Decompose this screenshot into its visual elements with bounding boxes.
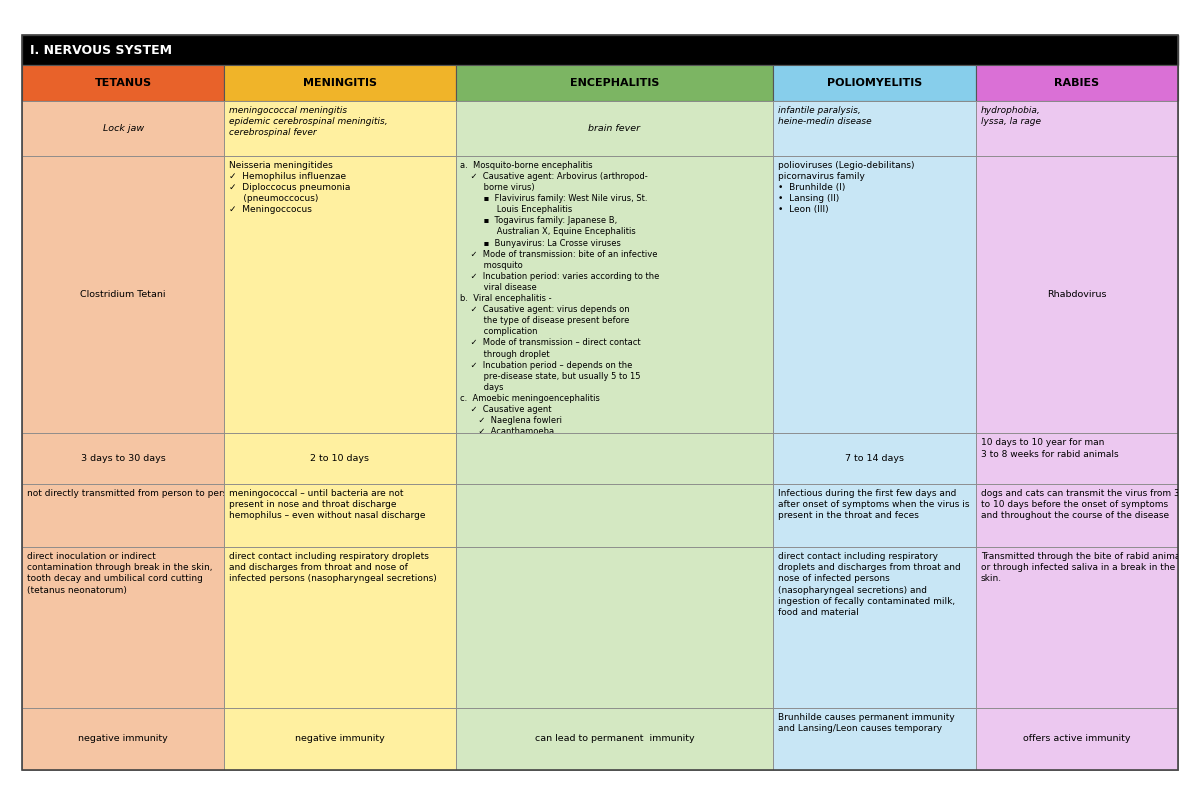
Bar [224, 156, 456, 433]
Bar [976, 484, 1178, 547]
Text: Brunhilde causes permanent immunity
and Lansing/Leon causes temporary: Brunhilde causes permanent immunity and … [779, 713, 955, 733]
Text: ENCEPHALITIS: ENCEPHALITIS [570, 78, 659, 88]
Text: Clostridium Tetani: Clostridium Tetani [80, 290, 166, 299]
Bar [976, 708, 1178, 770]
Bar [456, 156, 774, 433]
Text: 7 to 14 days: 7 to 14 days [845, 454, 904, 463]
Bar [976, 101, 1178, 156]
Text: RABIES: RABIES [1055, 78, 1099, 88]
Text: negative immunity: negative immunity [295, 735, 385, 743]
Bar [456, 433, 774, 484]
Bar [774, 433, 976, 484]
Bar [774, 101, 976, 156]
Bar [224, 708, 456, 770]
Text: I. NERVOUS SYSTEM: I. NERVOUS SYSTEM [30, 43, 172, 57]
Text: negative immunity: negative immunity [78, 735, 168, 743]
Bar [976, 156, 1178, 433]
Text: infantile paralysis,
heine-medin disease: infantile paralysis, heine-medin disease [779, 106, 872, 126]
Text: direct inoculation or indirect
contamination through break in the skin,
tooth de: direct inoculation or indirect contamina… [28, 552, 212, 594]
Text: 2 to 10 days: 2 to 10 days [311, 454, 370, 463]
Text: meningococcal – until bacteria are not
present in nose and throat discharge
hemo: meningococcal – until bacteria are not p… [229, 489, 426, 520]
Bar [774, 484, 976, 547]
Bar [456, 547, 774, 708]
Text: can lead to permanent  immunity: can lead to permanent immunity [535, 735, 695, 743]
Bar [224, 433, 456, 484]
Text: 10 days to 10 year for man
3 to 8 weeks for rabid animals: 10 days to 10 year for man 3 to 8 weeks … [980, 439, 1118, 458]
Bar [22, 484, 224, 547]
Text: TETANUS: TETANUS [95, 78, 151, 88]
Text: 3 days to 30 days: 3 days to 30 days [80, 454, 166, 463]
Bar [774, 708, 976, 770]
Bar [456, 484, 774, 547]
Bar [22, 156, 224, 433]
Bar [22, 101, 224, 156]
Bar [456, 708, 774, 770]
Bar [22, 35, 1178, 65]
Text: Transmitted through the bite of rabid animal
or through infected saliva in a bre: Transmitted through the bite of rabid an… [980, 552, 1183, 583]
Bar [456, 101, 774, 156]
Text: Infectious during the first few days and
after onset of symptoms when the virus : Infectious during the first few days and… [779, 489, 970, 520]
Text: meningococcal meningitis
epidemic cerebrospinal meningitis,
cerebrospinal fever: meningococcal meningitis epidemic cerebr… [229, 106, 388, 137]
Bar [22, 547, 224, 708]
Bar [774, 547, 976, 708]
Bar [224, 547, 456, 708]
Bar [22, 708, 224, 770]
Text: POLIOMYELITIS: POLIOMYELITIS [827, 78, 922, 88]
Text: not directly transmitted from person to person: not directly transmitted from person to … [28, 489, 239, 498]
Bar [774, 156, 976, 433]
Text: offers active immunity: offers active immunity [1024, 735, 1130, 743]
Bar [976, 65, 1178, 101]
Bar [22, 65, 224, 101]
Text: Lock jaw: Lock jaw [102, 124, 144, 133]
Text: hydrophobia,
lyssa, la rage: hydrophobia, lyssa, la rage [980, 106, 1040, 126]
Text: a.  Mosquito-borne encephalitis
    ✓  Causative agent: Arbovirus (arthropod-
  : a. Mosquito-borne encephalitis ✓ Causati… [461, 161, 660, 525]
Text: Rhabdovirus: Rhabdovirus [1048, 290, 1106, 299]
Bar [224, 101, 456, 156]
Bar [224, 484, 456, 547]
Bar [224, 65, 456, 101]
Text: brain fever: brain fever [588, 124, 641, 133]
Bar [774, 65, 976, 101]
Text: dogs and cats can transmit the virus from 3
to 10 days before the onset of sympt: dogs and cats can transmit the virus fro… [980, 489, 1180, 520]
Text: polioviruses (Legio-debilitans)
picornavirus family
•  Brunhilde (I)
•  Lansing : polioviruses (Legio-debilitans) picornav… [779, 161, 914, 214]
Text: direct contact including respiratory
droplets and discharges from throat and
nos: direct contact including respiratory dro… [779, 552, 961, 617]
Bar [976, 433, 1178, 484]
Bar [456, 65, 774, 101]
Bar [22, 433, 224, 484]
Text: Neisseria meningitides
✓  Hemophilus influenzae
✓  Diploccocus pneumonia
     (p: Neisseria meningitides ✓ Hemophilus infl… [229, 161, 350, 214]
Text: direct contact including respiratory droplets
and discharges from throat and nos: direct contact including respiratory dro… [229, 552, 437, 583]
Bar [976, 547, 1178, 708]
Text: MENINGITIS: MENINGITIS [302, 78, 377, 88]
